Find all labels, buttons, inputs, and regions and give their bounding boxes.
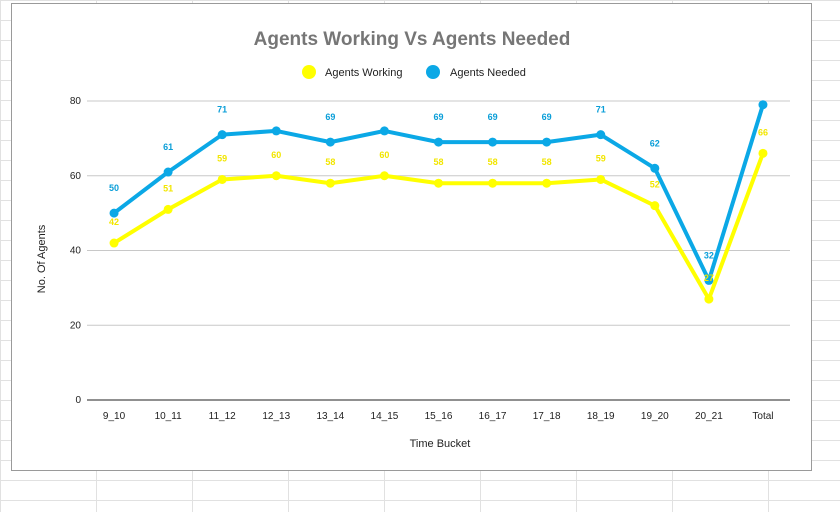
series-line-agents-working [112, 152, 765, 302]
x-tick-label: 9_10 [103, 411, 126, 422]
legend[interactable]: Agents Working Agents Needed [302, 65, 526, 79]
data-point-agents-working[interactable] [704, 294, 714, 304]
data-point-agents-needed[interactable] [488, 137, 498, 147]
x-tick-label: 10_11 [155, 411, 183, 422]
y-tick-label: 20 [70, 320, 82, 331]
data-point-agents-working[interactable] [434, 178, 443, 188]
legend-label-agents-needed: Agents Needed [450, 67, 526, 79]
x-axis-title: Time Bucket [410, 438, 471, 450]
data-point-agents-working[interactable] [542, 178, 552, 188]
x-tick-label: 13_14 [316, 411, 344, 422]
data-label-agents-working: 58 [488, 157, 498, 167]
data-label-agents-needed: 32 [704, 250, 714, 260]
x-tick-label: 20_21 [695, 411, 723, 422]
data-point-agents-needed[interactable] [271, 126, 281, 136]
data-point-agents-working[interactable] [596, 174, 606, 184]
y-tick-label: 60 [70, 171, 82, 182]
data-point-agents-working[interactable] [217, 174, 227, 184]
data-label-agents-needed: 71 [596, 105, 606, 115]
y-tick-label: 0 [75, 395, 81, 406]
data-point-agents-working[interactable] [379, 171, 389, 181]
data-point-agents-working[interactable] [163, 204, 173, 214]
grid-lines [87, 100, 790, 401]
data-point-agents-needed[interactable] [650, 163, 660, 173]
axis-ticks: 0 20 40 60 80 9_10 10_11 11_12 12_13 13_14 14_15 15… [70, 96, 774, 422]
data-point-agents-working[interactable] [758, 148, 768, 158]
data-point-agents-working[interactable] [650, 201, 660, 211]
data-label-agents-needed: 69 [433, 112, 443, 122]
series-line-agents-needed [112, 104, 765, 283]
data-point-agents-needed[interactable] [109, 208, 119, 218]
data-label-agents-working: 66 [758, 127, 768, 137]
data-labels: 42 51 59 60 58 60 58 58 58 59 52 27 66 50 61 71 69 69 69 69… [109, 105, 768, 283]
data-label-agents-needed: 61 [163, 142, 173, 152]
data-label-agents-working: 59 [217, 153, 227, 163]
data-label-agents-working: 60 [271, 150, 281, 160]
legend-marker-agents-working [302, 65, 316, 79]
legend-label-agents-working: Agents Working [325, 67, 402, 79]
y-axis-title: No. Of Agents [36, 224, 48, 293]
x-tick-label: 14_15 [371, 411, 399, 422]
data-label-agents-needed: 71 [217, 105, 227, 115]
y-tick-label: 40 [70, 246, 82, 257]
data-point-agents-needed[interactable] [758, 100, 768, 110]
data-label-agents-needed: 50 [109, 183, 119, 193]
data-label-agents-working: 42 [109, 217, 119, 227]
x-tick-label: 12_13 [262, 411, 290, 422]
data-label-agents-needed: 69 [325, 112, 335, 122]
data-point-agents-needed[interactable] [163, 167, 173, 177]
data-label-agents-working: 27 [704, 273, 714, 283]
data-point-agents-needed[interactable] [325, 137, 335, 147]
data-point-agents-needed[interactable] [542, 137, 552, 147]
data-point-agents-working[interactable] [271, 171, 281, 181]
data-label-agents-working: 60 [379, 150, 389, 160]
y-tick-label: 80 [70, 96, 82, 107]
x-tick-label: 16_17 [479, 411, 507, 422]
x-tick-label: 19_20 [641, 411, 669, 422]
x-tick-label: Total [752, 411, 773, 422]
x-tick-label: 11_12 [209, 411, 237, 422]
data-point-agents-needed[interactable] [379, 126, 389, 136]
data-label-agents-working: 58 [542, 157, 552, 167]
data-point-agents-needed[interactable] [704, 275, 714, 285]
data-label-agents-working: 52 [650, 180, 660, 190]
chart-area[interactable]: Agents Working Vs Agents Needed Agents W… [11, 3, 812, 471]
data-label-agents-working: 58 [433, 157, 443, 167]
x-tick-label: 17_18 [533, 411, 561, 422]
data-label-agents-needed: 62 [650, 138, 660, 148]
data-point-agents-needed[interactable] [596, 130, 606, 140]
data-label-agents-working: 58 [325, 157, 335, 167]
data-point-agents-working[interactable] [109, 238, 119, 248]
data-label-agents-working: 59 [596, 153, 606, 163]
data-point-agents-needed[interactable] [217, 130, 227, 140]
x-tick-label: 18_19 [587, 411, 615, 422]
series-layer [109, 100, 768, 304]
legend-marker-agents-needed [426, 65, 440, 79]
x-tick-label: 15_16 [425, 411, 453, 422]
chart-svg: Agents Working Vs Agents Needed Agents W… [36, 29, 790, 450]
data-label-agents-working: 51 [163, 183, 173, 193]
chart-title: Agents Working Vs Agents Needed [254, 29, 571, 50]
data-label-agents-needed: 69 [542, 112, 552, 122]
data-label-agents-needed: 69 [488, 112, 498, 122]
data-point-agents-working[interactable] [488, 178, 498, 188]
data-point-agents-needed[interactable] [434, 137, 443, 147]
data-point-agents-working[interactable] [325, 178, 335, 188]
